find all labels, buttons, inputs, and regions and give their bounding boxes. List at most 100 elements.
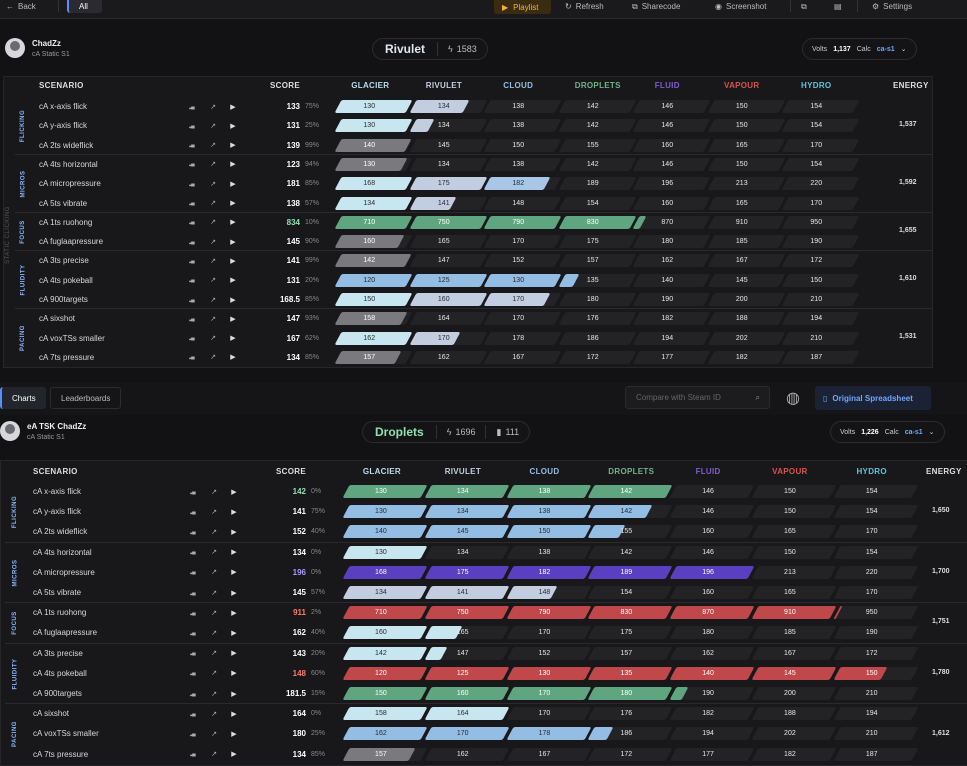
globe-button[interactable]: ◍ <box>782 386 804 409</box>
trend-icon[interactable]: ↗ <box>211 549 217 557</box>
trend-icon[interactable]: ↗ <box>211 569 217 577</box>
table-row[interactable]: cA voxTSs smaller ▂▄ ↗ ▶ 180 25% 162 170 178 186 1… <box>0 724 967 743</box>
leaderboard-icon[interactable]: ▂▄ <box>189 200 194 206</box>
table-row[interactable]: cA fuglaapressure ▂▄ ↗ ▶ 145 90% 160 165 170 175 1… <box>0 232 967 251</box>
trend-icon[interactable]: ↗ <box>211 710 217 718</box>
leaderboard-icon[interactable]: ▂▄ <box>190 488 195 495</box>
trend-icon[interactable]: ↗ <box>211 730 217 738</box>
trend-icon[interactable]: ↗ <box>210 315 216 323</box>
play-icon[interactable]: ▶ <box>231 629 237 637</box>
play-icon[interactable]: ▶ <box>231 528 237 536</box>
play-icon[interactable]: ▶ <box>230 277 236 285</box>
playlist-button[interactable]: ▶ Playlist <box>494 0 551 14</box>
trend-icon[interactable]: ↗ <box>210 103 216 111</box>
table-row[interactable]: cA 4ts pokeball ▂▄ ↗ ▶ 131 20% 120 125 130 135 140… <box>0 271 967 290</box>
play-icon[interactable]: ▶ <box>230 296 236 304</box>
play-icon[interactable]: ▶ <box>230 180 236 188</box>
table-row[interactable]: cA sixshot ▂▄ ↗ ▶ 164 0% 158 164 170 176 182 188 194 <box>0 704 967 723</box>
table-row[interactable]: cA micropressure ▂▄ ↗ ▶ 181 85% 168 175 182 189 19… <box>0 174 967 193</box>
leaderboard-icon[interactable]: ▂▄ <box>189 161 194 168</box>
trend-icon[interactable]: ↗ <box>210 161 216 169</box>
play-icon[interactable]: ▶ <box>231 569 237 577</box>
leaderboard-icon[interactable]: ▂▄ <box>190 629 195 636</box>
all-filter-button[interactable]: All <box>67 0 102 13</box>
tab-charts[interactable]: Charts <box>0 387 46 409</box>
play-icon[interactable]: ▶ <box>230 122 236 130</box>
trend-icon[interactable]: ↗ <box>210 219 216 227</box>
table-row[interactable]: cA 3ts precise ▂▄ ↗ ▶ 143 20% 142 147 152 157 162 1… <box>0 644 967 663</box>
leaderboard-icon[interactable]: ▂▄ <box>189 103 194 110</box>
copy-button[interactable]: ⧉ <box>801 0 807 13</box>
leaderboard-icon[interactable]: ▂▄ <box>189 354 194 361</box>
leaderboard-icon[interactable]: ▂▄ <box>189 335 194 342</box>
original-spreadsheet-button[interactable]: ▯ Original Spreadsheet <box>815 386 931 410</box>
leaderboard-icon[interactable]: ▂▄ <box>189 257 194 264</box>
table-row[interactable]: cA 5ts vibrate ▂▄ ↗ ▶ 138 57% 134 141 148 154 160 1… <box>0 194 967 213</box>
leaderboard-icon[interactable]: ▂▄ <box>190 528 195 535</box>
avatar[interactable] <box>5 38 25 58</box>
play-icon[interactable]: ▶ <box>231 650 237 658</box>
back-button[interactable]: ← Back <box>6 2 36 11</box>
trend-icon[interactable]: ↗ <box>210 335 216 343</box>
table-row[interactable]: cA 7ts pressure ▂▄ ↗ ▶ 134 85% 157 162 167 172 177… <box>0 745 967 764</box>
trend-icon[interactable]: ↗ <box>211 751 217 759</box>
leaderboard-icon[interactable]: ▂▄ <box>189 238 194 245</box>
leaderboard-icon[interactable]: ▂▄ <box>190 609 195 616</box>
leaderboard-icon[interactable]: ▂▄ <box>189 122 194 129</box>
play-icon[interactable]: ▶ <box>231 508 237 516</box>
trend-icon[interactable]: ↗ <box>210 354 216 362</box>
table-row[interactable]: cA x-axis flick ▂▄ ↗ ▶ 133 75% 130 134 138 142 146… <box>0 97 967 116</box>
trend-icon[interactable]: ↗ <box>211 629 217 637</box>
play-icon[interactable]: ▶ <box>230 161 236 169</box>
trend-icon[interactable]: ↗ <box>211 650 217 658</box>
table-row[interactable]: cA 4ts horizontal ▂▄ ↗ ▶ 134 0% 130 134 138 142 14… <box>0 543 967 562</box>
table-row[interactable]: cA 4ts pokeball ▂▄ ↗ ▶ 148 60% 120 125 130 135 140… <box>0 664 967 683</box>
leaderboard-icon[interactable]: ▂▄ <box>190 589 195 596</box>
play-icon[interactable]: ▶ <box>230 335 236 343</box>
leaderboard-icon[interactable]: ▂▄ <box>190 690 195 697</box>
leaderboard-icon[interactable]: ▂▄ <box>190 730 195 737</box>
leaderboard-icon[interactable]: ▂▄ <box>190 710 195 717</box>
refresh-button[interactable]: ↻ Refresh <box>565 2 604 11</box>
leaderboard-icon[interactable]: ▂▄ <box>190 670 195 677</box>
play-icon[interactable]: ▶ <box>231 609 237 617</box>
leaderboard-icon[interactable]: ▂▄ <box>189 219 194 226</box>
table-row[interactable]: cA 1ts ruohong ▂▄ ↗ ▶ 911 2% 710 750 790 830 870 91… <box>0 603 967 622</box>
play-icon[interactable]: ▶ <box>231 730 237 738</box>
play-icon[interactable]: ▶ <box>230 142 236 150</box>
table-row[interactable]: cA voxTSs smaller ▂▄ ↗ ▶ 167 62% 162 170 178 186 1… <box>0 329 967 348</box>
trend-icon[interactable]: ↗ <box>210 277 216 285</box>
play-icon[interactable]: ▶ <box>231 670 237 678</box>
play-icon[interactable]: ▶ <box>230 200 236 207</box>
table-row[interactable]: cA 4ts horizontal ▂▄ ↗ ▶ 123 94% 130 134 138 142 1… <box>0 155 967 174</box>
leaderboard-icon[interactable]: ▂▄ <box>189 142 194 149</box>
leaderboard-icon[interactable]: ▂▄ <box>189 180 194 187</box>
table-row[interactable]: cA 2ts wideflick ▂▄ ↗ ▶ 152 40% 140 145 150 155 16… <box>0 522 967 541</box>
steam-id-input[interactable]: Compare with Steam ID ⌕ <box>625 386 770 409</box>
clipboard-button[interactable]: ▤ <box>834 0 842 13</box>
trend-icon[interactable]: ↗ <box>211 528 217 536</box>
trend-icon[interactable]: ↗ <box>211 690 217 698</box>
leaderboard-icon[interactable]: ▂▄ <box>189 277 194 284</box>
trend-icon[interactable]: ↗ <box>210 142 216 150</box>
trend-icon[interactable]: ↗ <box>210 122 216 130</box>
leaderboard-icon[interactable]: ▂▄ <box>190 508 195 515</box>
table-row[interactable]: cA sixshot ▂▄ ↗ ▶ 147 93% 158 164 170 176 182 188 19… <box>0 309 967 328</box>
settings-button[interactable]: ⚙ Settings <box>872 2 913 11</box>
table-row[interactable]: cA 900targets ▂▄ ↗ ▶ 181.5 15% 150 160 170 180 190… <box>0 684 967 703</box>
table-row[interactable]: cA 1ts ruohong ▂▄ ↗ ▶ 834 10% 710 750 790 830 870 9… <box>0 213 967 232</box>
play-icon[interactable]: ▶ <box>231 488 237 496</box>
play-icon[interactable]: ▶ <box>230 103 236 111</box>
trend-icon[interactable]: ↗ <box>210 238 216 246</box>
play-icon[interactable]: ▶ <box>230 315 236 323</box>
play-icon[interactable]: ▶ <box>230 354 236 362</box>
trend-icon[interactable]: ↗ <box>210 200 216 207</box>
trend-icon[interactable]: ↗ <box>211 670 217 678</box>
leaderboard-icon[interactable]: ▂▄ <box>190 549 195 556</box>
sharecode-button[interactable]: ⧉ Sharecode <box>632 1 681 12</box>
volts-calc-pill[interactable]: Volts 1,226 Calc ca-s1 ⌄ <box>830 421 945 443</box>
leaderboard-icon[interactable]: ▂▄ <box>189 315 194 322</box>
play-icon[interactable]: ▶ <box>231 549 237 557</box>
play-icon[interactable]: ▶ <box>230 257 236 265</box>
trend-icon[interactable]: ↗ <box>210 180 216 188</box>
